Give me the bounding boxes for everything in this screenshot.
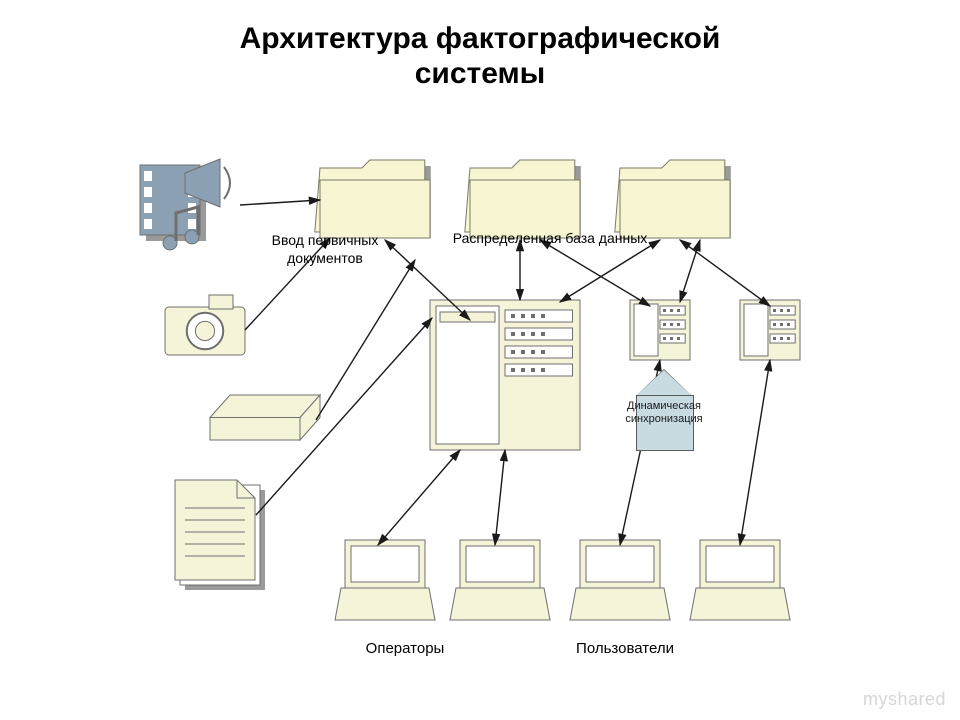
sync-arrow: Динамическая синхронизация [616, 370, 712, 450]
label-dist-db: Распределенная база данных [420, 230, 680, 248]
label-input-docs: Ввод первичных документов [250, 232, 400, 267]
sync-arrow-label: Динамическая синхронизация [616, 400, 712, 425]
sync-arrow-head [636, 370, 692, 396]
diagram-stage: { "canvas": { "width": 960, "height": 72… [0, 0, 960, 720]
svg-layer [0, 0, 960, 720]
watermark: myshared [863, 689, 946, 710]
label-users: Пользователи [555, 640, 695, 659]
label-operators: Операторы [345, 640, 465, 659]
